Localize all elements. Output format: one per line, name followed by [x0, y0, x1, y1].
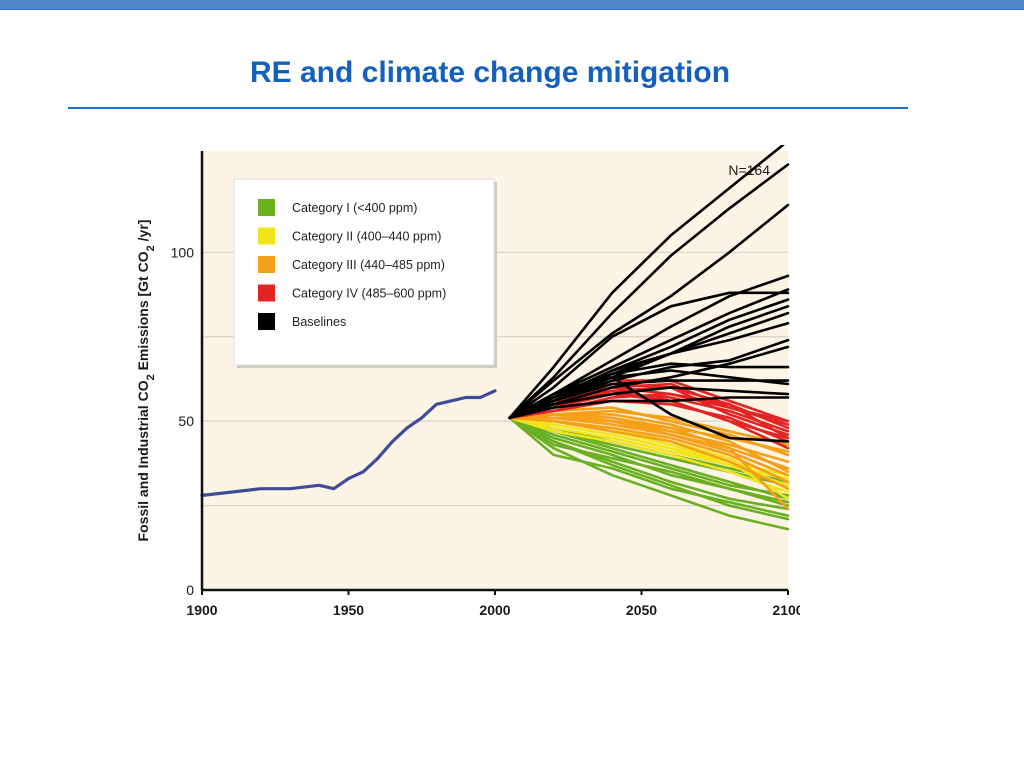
y-axis-label: Fossil and Industrial CO2 Emissions [Gt …: [135, 220, 157, 542]
legend: Category I (<400 ppm) Category II (400–44…: [233, 178, 497, 368]
legend-swatch: [258, 284, 275, 302]
series-line: [508, 386, 790, 420]
y-axis-label-part: Emissions [Gt CO: [135, 251, 151, 374]
legend-label: Category I (<400 ppm): [292, 201, 417, 215]
x-tick-label: 2050: [626, 602, 657, 618]
y-axis-label-part: Fossil and Industrial CO: [135, 380, 151, 541]
series-line: [508, 399, 790, 443]
series-line: [508, 416, 790, 494]
x-tick-label: 1900: [186, 602, 217, 618]
series-line: [508, 145, 785, 420]
y-axis-label-subscript: 2: [145, 245, 157, 251]
series-line: [200, 389, 497, 497]
y-axis-label-part: /yr]: [135, 220, 151, 246]
legend-swatch: [258, 256, 275, 273]
x-tick-label: 2000: [479, 602, 510, 618]
series-line: [508, 416, 790, 511]
legend-label: Category II (400–440 ppm): [292, 230, 441, 244]
series-line: [508, 396, 790, 420]
y-tick-label: 0: [186, 582, 194, 598]
title-underline: [68, 107, 908, 109]
series-line: [508, 379, 790, 420]
n-annotation: N=164: [728, 162, 770, 178]
series-line: [508, 376, 790, 443]
y-tick-label: 100: [171, 244, 195, 260]
slide-title: RE and climate change mitigation: [249, 56, 731, 89]
legend-label: Category III (440–485 ppm): [292, 258, 445, 272]
tick-labels: 1900 1950 2000 2050 2100 0 50 100: [171, 244, 800, 618]
series-line: [508, 416, 790, 518]
series-historical: [200, 389, 497, 497]
top-accent-bar: [0, 0, 1024, 10]
series-line: [508, 203, 790, 420]
x-tick-label: 2100: [772, 602, 800, 618]
legend-box: [233, 178, 495, 366]
series-category-iii-440-485-ppm: [508, 406, 790, 511]
series-line: [508, 416, 790, 487]
emissions-chart: 1900 1950 2000 2050 2100 0 50 100 N=164 Categor…: [135, 145, 800, 618]
series-line: [508, 416, 790, 531]
series-line: [508, 163, 790, 420]
legend-swatch: [258, 227, 275, 245]
legend-label: Baselines: [292, 315, 346, 329]
series-layer: [200, 145, 790, 531]
series-line: [508, 416, 790, 497]
series-line: [508, 416, 790, 491]
legend-swatch: [258, 199, 275, 216]
y-axis-label-subscript: 2: [145, 374, 157, 380]
series-line: [508, 416, 790, 507]
x-tick-label: 1950: [333, 602, 364, 618]
legend-swatch: [258, 313, 275, 330]
series-baselines: [508, 145, 790, 443]
series-line: [508, 409, 790, 447]
series-line: [508, 416, 790, 453]
legend-label: Category IV (485–600 ppm): [292, 287, 446, 301]
y-tick-label: 50: [178, 413, 194, 429]
